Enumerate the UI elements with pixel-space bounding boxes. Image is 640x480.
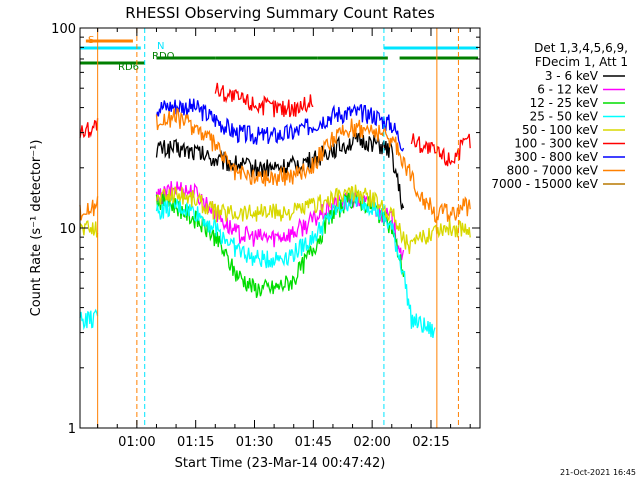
y-tick-label: 10 [59,222,76,237]
legend-label: 100 - 300 keV [514,137,598,151]
series-line [79,118,99,139]
legend-label: 7000 - 15000 keV [491,177,598,191]
event-lines [97,28,459,428]
series-line [79,220,99,238]
series-line [155,131,405,210]
x-tick-label: 01:15 [177,435,214,450]
axes: 1 10 100 01:00 01:15 01:30 01:45 02:00 02:15 [51,22,481,450]
flag-label-rdo: RDO [152,51,175,62]
series-line [410,133,471,167]
flag-label-rd6: RD6 [118,62,139,73]
y-tick-label: 1 [68,422,76,437]
series-line [79,196,99,221]
legend-label: 3 - 6 keV [545,69,599,83]
x-tick-label: 02:00 [353,435,390,450]
legend-header-2: FDecim 1, Att 1 [535,55,628,69]
series-line [214,82,314,118]
x-tick-label: 01:30 [236,435,273,450]
legend-label: 50 - 100 keV [522,123,599,137]
x-axis-label: Start Time (23-Mar-14 00:47:42) [175,456,386,471]
x-tick-label: 01:00 [118,435,155,450]
legend-label: 800 - 7000 keV [507,164,599,178]
x-tick-label: 02:15 [412,435,449,450]
y-tick-label: 100 [51,22,76,37]
flag-label-n: N [157,41,164,52]
chart-title: RHESSI Observing Summary Count Rates [125,4,435,22]
footer-timestamp: 21-Oct-2021 16:45 [560,468,636,477]
flag-label-s: S [88,35,94,46]
plot-frame [79,27,481,429]
series-lines [79,82,471,338]
series-line [155,184,471,255]
series-line [155,107,471,224]
legend-label: 12 - 25 keV [530,96,599,110]
x-tick-label: 01:45 [295,435,332,450]
legend-label: 300 - 800 keV [514,150,598,164]
legend-header-1: Det 1,3,4,5,6,9, [534,41,628,55]
series-line [155,98,405,152]
legend-label: 6 - 12 keV [537,83,599,97]
y-axis-label: Count Rate (s⁻¹ detector⁻¹) [29,140,44,317]
series-line [79,308,99,331]
legend-label: 25 - 50 keV [530,110,599,124]
series-line [155,190,436,338]
legend: Det 1,3,4,5,6,9, FDecim 1, Att 1 3 - 6 k… [491,41,628,191]
